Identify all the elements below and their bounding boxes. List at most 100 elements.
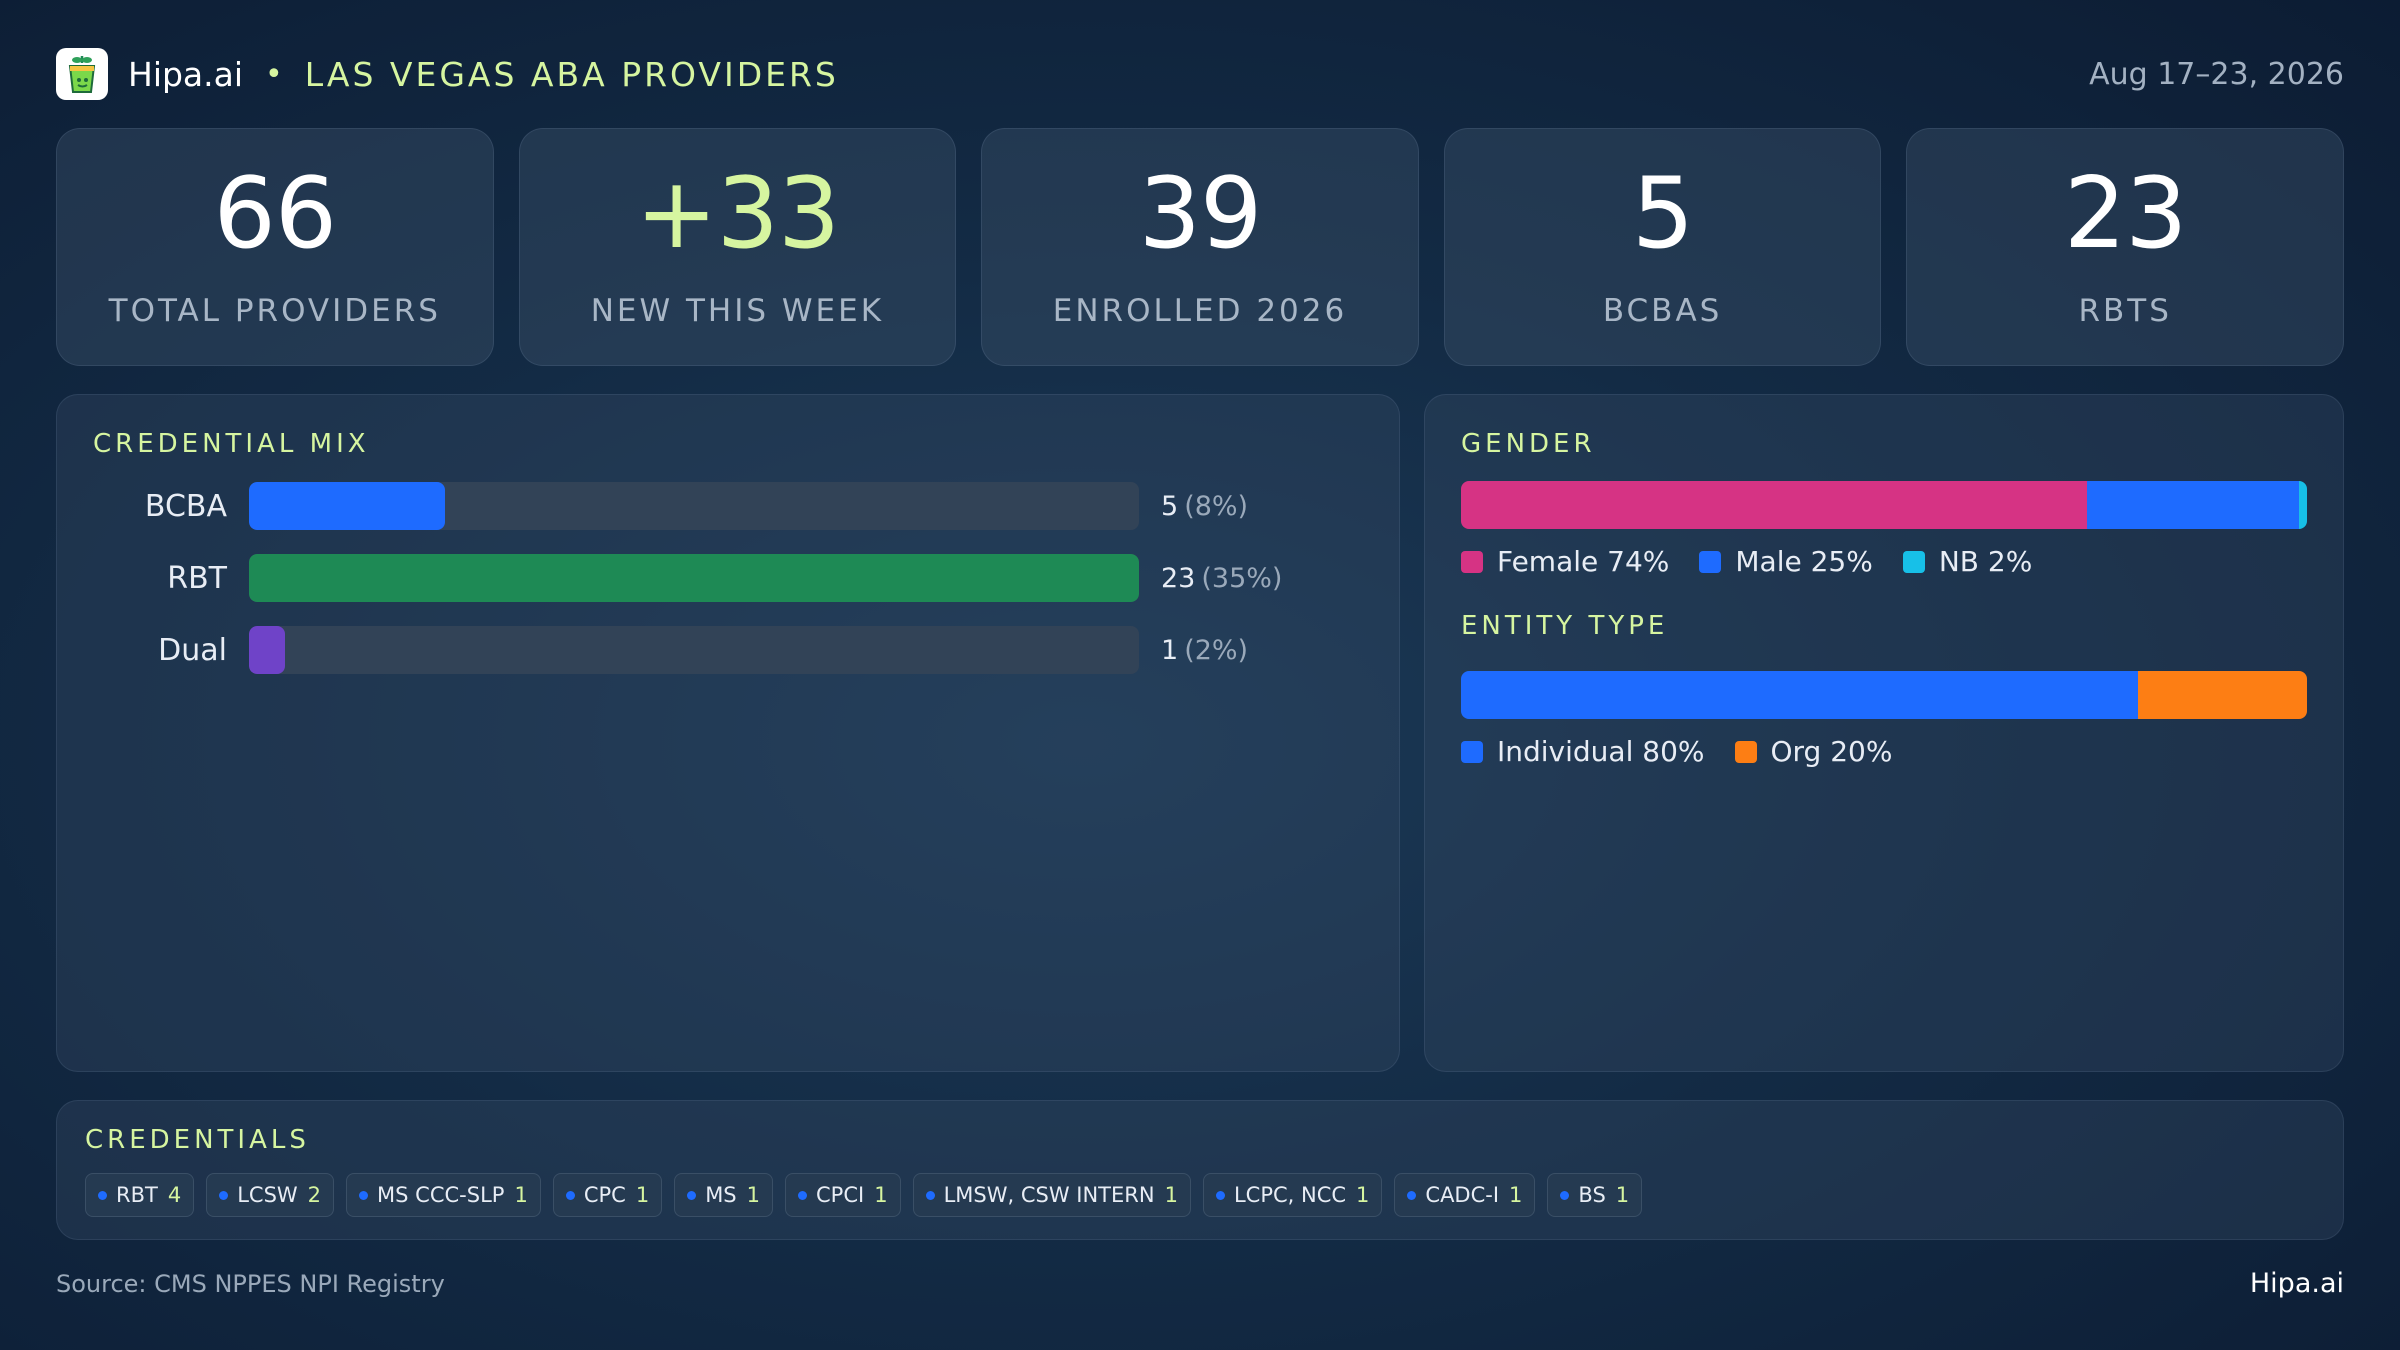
footer-brand: Hipa.ai bbox=[2249, 1268, 2344, 1299]
chip-label: LCSW bbox=[237, 1183, 298, 1207]
kpi-label: BCBAS bbox=[1602, 293, 1723, 329]
green-cup-icon bbox=[56, 48, 108, 100]
kpi-value: 23 bbox=[2063, 157, 2188, 271]
panel-title: CREDENTIAL MIX bbox=[93, 429, 370, 459]
kpi-card-total-providers: 66 TOTAL PROVIDERS bbox=[56, 128, 494, 366]
kpi-label: ENROLLED 2026 bbox=[1052, 293, 1348, 329]
chip-label: MS bbox=[705, 1183, 737, 1207]
dot-icon bbox=[565, 1190, 575, 1200]
credential-chip[interactable]: CADC-I 1 bbox=[1394, 1173, 1536, 1217]
chip-count: 1 bbox=[1356, 1183, 1370, 1207]
credential-chip[interactable]: MS 1 bbox=[674, 1173, 774, 1217]
kpi-row: 66 TOTAL PROVIDERS +33 NEW THIS WEEK 39 … bbox=[56, 128, 2344, 366]
gender-segment-male bbox=[2087, 481, 2299, 529]
chip-count: 1 bbox=[874, 1183, 888, 1207]
legend-label: Org 20% bbox=[1770, 735, 1893, 768]
chip-count: 1 bbox=[635, 1183, 650, 1207]
source-note: Source: CMS NPPES NPI Registry bbox=[56, 1270, 445, 1298]
credential-chip[interactable]: MS CCC-SLP 1 bbox=[346, 1173, 541, 1217]
credential-chip-list: RBT 4 LCSW 2 MS CCC-SLP 1 CPC 1 MS 1 CPCI 1 LM… bbox=[85, 1173, 1643, 1217]
bar-fill-rbt bbox=[249, 554, 1139, 602]
bar-fill-dual bbox=[249, 626, 285, 674]
legend-swatch bbox=[1699, 550, 1722, 573]
dot-icon bbox=[1215, 1190, 1225, 1200]
credential-percent: (8%) bbox=[1184, 490, 1249, 522]
legend-label: Male 25% bbox=[1735, 545, 1873, 578]
header: Hipa.ai • LAS VEGAS ABA PROVIDERS Aug 17… bbox=[56, 46, 2344, 102]
credential-label: BCBA bbox=[144, 488, 227, 524]
entity-segment-org bbox=[2137, 671, 2307, 719]
credentials-panel: CREDENTIALS RBT 4 LCSW 2 MS CCC-SLP 1 CPC 1 … bbox=[56, 1100, 2344, 1240]
credential-chip[interactable]: LMSW, CSW INTERN 1 bbox=[912, 1173, 1191, 1217]
kpi-card-rbts: 23 RBTS bbox=[1906, 128, 2344, 366]
dot-icon bbox=[1560, 1190, 1570, 1200]
kpi-card-enrolled-2026: 39 ENROLLED 2026 bbox=[981, 128, 1419, 366]
credential-count: 23 bbox=[1161, 562, 1196, 594]
chip-count: 1 bbox=[514, 1183, 528, 1207]
bar-track bbox=[249, 554, 1139, 602]
kpi-card-bcbas: 5 BCBAS bbox=[1443, 128, 1882, 366]
credential-row-dual: Dual 1 (2%) bbox=[93, 625, 1353, 675]
legend-label: Female 74% bbox=[1497, 545, 1670, 578]
credential-chip[interactable]: RBT 4 bbox=[85, 1173, 195, 1217]
chip-label: BS bbox=[1578, 1183, 1606, 1207]
legend-item-male: Male 25% bbox=[1699, 545, 1873, 578]
legend-swatch bbox=[1461, 740, 1483, 763]
kpi-value: 66 bbox=[213, 157, 337, 271]
kpi-card-new-this-week: +33 NEW THIS WEEK bbox=[518, 128, 957, 366]
kpi-label: TOTAL PROVIDERS bbox=[108, 293, 441, 329]
dot-icon bbox=[98, 1190, 107, 1200]
chip-count: 4 bbox=[167, 1183, 182, 1207]
credential-row-rbt: RBT 23 (35%) bbox=[93, 553, 1353, 603]
credential-label: Dual bbox=[158, 632, 227, 668]
credential-row-bcba: BCBA 5 (8%) bbox=[93, 481, 1353, 531]
entity-stacked-bar bbox=[1461, 671, 2307, 719]
panel-title: GENDER bbox=[1461, 429, 1596, 459]
separator: • bbox=[265, 56, 283, 92]
kpi-value: +33 bbox=[635, 157, 840, 271]
legend-label: Individual 80% bbox=[1497, 735, 1705, 768]
credential-percent: (35%) bbox=[1201, 562, 1283, 594]
bar-track bbox=[249, 482, 1139, 530]
legend-item-org: Org 20% bbox=[1734, 735, 1893, 768]
chip-label: CADC-I bbox=[1425, 1183, 1500, 1207]
credential-chip[interactable]: CPC 1 bbox=[552, 1173, 663, 1217]
kpi-value: 39 bbox=[1138, 157, 1263, 271]
credential-count: 1 bbox=[1161, 634, 1179, 666]
dot-icon bbox=[687, 1190, 697, 1200]
gender-segment-nb bbox=[2298, 481, 2307, 529]
kpi-label: NEW THIS WEEK bbox=[590, 293, 885, 329]
chip-label: LMSW, CSW INTERN bbox=[943, 1183, 1155, 1207]
gender-stacked-bar bbox=[1461, 481, 2307, 529]
panel-title: ENTITY TYPE bbox=[1461, 611, 1669, 641]
credential-value: 23 (35%) bbox=[1161, 563, 1282, 594]
chip-label: CPC bbox=[583, 1183, 626, 1207]
chip-label: CPCI bbox=[816, 1183, 865, 1207]
legend-item-nb: NB 2% bbox=[1902, 545, 2033, 578]
legend-label: NB 2% bbox=[1938, 545, 2033, 578]
gender-segment-female bbox=[1461, 481, 2088, 529]
legend-item-female: Female 74% bbox=[1461, 545, 1669, 578]
credential-chip[interactable]: LCPC, NCC 1 bbox=[1202, 1173, 1383, 1217]
dot-icon bbox=[798, 1190, 808, 1200]
chip-count: 2 bbox=[307, 1183, 322, 1207]
credential-mix-panel: CREDENTIAL MIX BCBA 5 (8%) RBT 23 (35%) Du… bbox=[56, 394, 1400, 1072]
gender-legend: Female 74% Male 25% NB 2% bbox=[1461, 545, 2062, 578]
credential-chip[interactable]: BS 1 bbox=[1547, 1173, 1643, 1217]
credential-chip[interactable]: CPCI 1 bbox=[785, 1173, 901, 1217]
demographics-panel: GENDER Female 74% Male 25% NB 2% ENTITY … bbox=[1424, 394, 2344, 1072]
chip-label: LCPC, NCC bbox=[1233, 1183, 1347, 1207]
dot-icon bbox=[219, 1190, 229, 1200]
entity-segment-individual bbox=[1461, 671, 2138, 719]
legend-swatch bbox=[1461, 550, 1483, 573]
credential-label: RBT bbox=[167, 560, 227, 596]
legend-swatch bbox=[1734, 740, 1757, 763]
page-title: LAS VEGAS ABA PROVIDERS bbox=[304, 54, 839, 94]
chip-count: 1 bbox=[1509, 1183, 1523, 1207]
brand-name: Hipa.ai bbox=[128, 54, 244, 94]
credential-count: 5 bbox=[1161, 490, 1179, 522]
kpi-label: RBTS bbox=[2078, 293, 2172, 329]
chip-count: 1 bbox=[1615, 1183, 1630, 1207]
credential-chip[interactable]: LCSW 2 bbox=[206, 1173, 335, 1217]
kpi-value: 5 bbox=[1631, 157, 1694, 271]
